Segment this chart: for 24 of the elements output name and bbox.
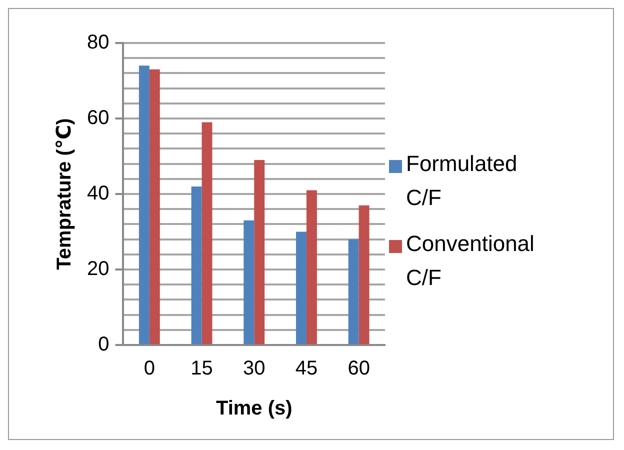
y-tick-label: 60: [86, 107, 110, 130]
y-tick-label: 0: [98, 334, 110, 356]
bar: [306, 190, 317, 344]
bar: [138, 66, 150, 344]
bar: [296, 232, 306, 344]
bar: [149, 69, 160, 344]
x-axis-title: Time (s): [216, 398, 292, 420]
y-tick-label: 20: [86, 258, 110, 280]
bar: [254, 160, 265, 344]
x-tick-label: 30: [243, 358, 266, 380]
x-tick-label: 15: [190, 358, 213, 380]
bar: [358, 205, 370, 344]
bar: [191, 186, 202, 344]
y-tick-label: 80: [86, 32, 110, 54]
legend-label: Formulated C/F: [406, 150, 518, 212]
x-tick-label: 60: [348, 358, 370, 380]
bar: [348, 239, 359, 344]
bar: [244, 220, 254, 344]
x-tick-label: 45: [295, 358, 318, 380]
y-axis-title: Temprature (℃): [54, 118, 76, 270]
x-tick-label: 0: [144, 358, 155, 380]
bar: [202, 122, 212, 344]
y-tick-label: 40: [86, 182, 110, 205]
legend-label: Conventional C/F: [406, 230, 536, 292]
